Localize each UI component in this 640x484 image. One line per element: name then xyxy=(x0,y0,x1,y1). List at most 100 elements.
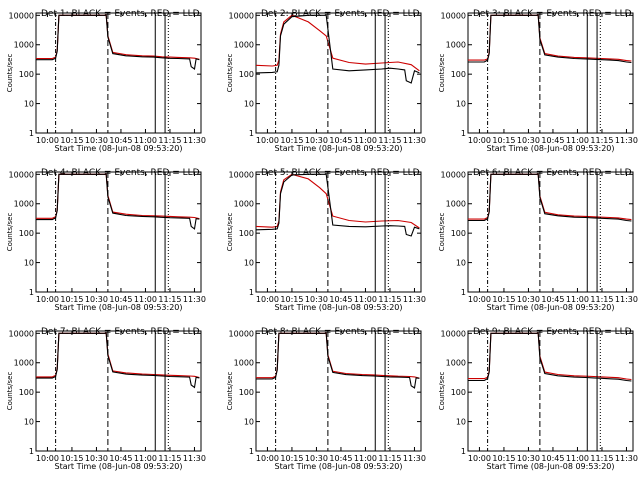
panel-title: Det 7: BLACK = Events, RED = LLD xyxy=(41,327,200,337)
x-tick-label: 10:45 xyxy=(329,295,352,304)
y-tick-label: 100 xyxy=(239,70,254,79)
x-tick-label: 11:30 xyxy=(183,295,206,304)
x-axis-label: Start Time (08-Jun-08 09:53:20) xyxy=(55,303,183,312)
y-tick-label: 10000 xyxy=(9,329,34,338)
detector-panel-5: Det 5: BLACK = Events, RED = LLD 1 10 100 10… xyxy=(226,168,426,312)
detector-panel-4: Det 4: BLACK = Events, RED = LLD 1 10 100 10… xyxy=(6,168,206,312)
y-tick-label: 1 xyxy=(29,129,34,138)
x-tick-label: 10:45 xyxy=(109,136,132,145)
y-tick-label: 1 xyxy=(461,129,466,138)
y-tick-label: 10000 xyxy=(441,329,466,338)
series-group xyxy=(468,173,632,222)
x-tick-label: 11:15 xyxy=(590,454,613,463)
x-tick-label: 10:45 xyxy=(541,295,564,304)
series-line-lld xyxy=(36,173,200,220)
x-tick-label: 11:15 xyxy=(158,454,181,463)
y-tick-label: 1000 xyxy=(14,200,34,209)
y-axis-label: Counts/sec xyxy=(6,213,14,252)
x-axis-label: Start Time (08-Jun-08 09:53:20) xyxy=(55,462,183,471)
y-tick-label: 10 xyxy=(244,418,254,427)
panel-title: Det 4: BLACK = Events, RED = LLD xyxy=(41,168,200,178)
x-tick-label: 11:30 xyxy=(615,136,638,145)
x-tick-label: 10:15 xyxy=(280,454,303,463)
y-axis-label: Counts/sec xyxy=(438,54,446,93)
x-axis-label: Start Time (08-Jun-08 09:53:20) xyxy=(487,144,615,153)
x-tick-label: 10:00 xyxy=(256,295,279,304)
x-tick-label: 11:30 xyxy=(615,454,638,463)
series-line-events xyxy=(468,14,632,64)
y-tick-label: 1000 xyxy=(446,41,466,50)
x-tick-label: 10:15 xyxy=(492,454,515,463)
x-tick-label: 10:15 xyxy=(492,295,515,304)
x-tick-label: 11:15 xyxy=(590,136,613,145)
plot-frame xyxy=(255,12,422,134)
x-tick-label: 10:45 xyxy=(329,454,352,463)
series-line-events xyxy=(256,14,420,84)
y-axis-label: Counts/sec xyxy=(226,54,234,93)
x-tick-label: 10:30 xyxy=(305,295,328,304)
y-tick-label: 100 xyxy=(239,388,254,397)
y-tick-label: 1 xyxy=(249,447,254,456)
x-tick-label: 11:30 xyxy=(183,136,206,145)
y-tick-label: 10000 xyxy=(9,170,34,179)
x-tick-label: 10:30 xyxy=(85,136,108,145)
y-tick-label: 100 xyxy=(451,229,466,238)
x-tick-label: 10:15 xyxy=(280,295,303,304)
x-tick-label: 11:00 xyxy=(354,454,377,463)
x-tick-label: 10:30 xyxy=(517,136,540,145)
x-tick-label: 10:00 xyxy=(468,136,491,145)
x-axis-label: Start Time (08-Jun-08 09:53:20) xyxy=(275,303,403,312)
x-tick-label: 10:15 xyxy=(60,136,83,145)
x-tick-label: 10:30 xyxy=(85,454,108,463)
y-tick-label: 10 xyxy=(244,259,254,268)
y-tick-label: 1 xyxy=(29,288,34,297)
series-line-events xyxy=(468,332,632,382)
y-tick-label: 10 xyxy=(456,100,466,109)
series-line-events xyxy=(256,173,420,237)
x-tick-label: 11:00 xyxy=(354,295,377,304)
x-tick-label: 10:00 xyxy=(36,136,59,145)
series-line-events xyxy=(36,332,200,389)
x-tick-label: 10:45 xyxy=(541,136,564,145)
x-axis-label: Start Time (08-Jun-08 09:53:20) xyxy=(487,462,615,471)
y-tick-label: 1000 xyxy=(14,359,34,368)
y-tick-label: 10 xyxy=(244,100,254,109)
y-tick-label: 1 xyxy=(249,288,254,297)
y-tick-label: 1 xyxy=(461,447,466,456)
panel-title: Det 9: BLACK = Events, RED = LLD xyxy=(473,327,632,337)
series-group xyxy=(256,14,420,84)
x-tick-label: 11:15 xyxy=(378,454,401,463)
series-line-events xyxy=(256,332,420,389)
x-tick-label: 11:00 xyxy=(566,454,589,463)
y-tick-label: 10000 xyxy=(229,329,254,338)
x-tick-label: 11:30 xyxy=(403,295,426,304)
plot-frame xyxy=(467,12,634,134)
y-tick-label: 10000 xyxy=(229,11,254,20)
x-tick-label: 11:15 xyxy=(378,136,401,145)
x-tick-label: 11:30 xyxy=(183,454,206,463)
x-tick-label: 11:00 xyxy=(566,136,589,145)
y-axis-label: Counts/sec xyxy=(438,372,446,411)
panel-title: Det 1: BLACK = Events, RED = LLD xyxy=(41,9,200,19)
panel-title: Det 2: BLACK = Events, RED = LLD xyxy=(261,9,420,19)
x-tick-label: 10:15 xyxy=(280,136,303,145)
y-tick-label: 1000 xyxy=(14,41,34,50)
y-tick-label: 10000 xyxy=(9,11,34,20)
y-tick-label: 10000 xyxy=(441,11,466,20)
y-tick-label: 10 xyxy=(24,259,34,268)
x-tick-label: 11:00 xyxy=(134,454,157,463)
detector-panel-9: Det 9: BLACK = Events, RED = LLD 1 10 100 10… xyxy=(438,327,638,471)
series-line-lld xyxy=(468,14,632,62)
panel-title: Det 5: BLACK = Events, RED = LLD xyxy=(261,168,420,178)
y-tick-label: 1000 xyxy=(446,359,466,368)
series-line-events xyxy=(36,14,200,70)
x-axis-label: Start Time (08-Jun-08 09:53:20) xyxy=(275,144,403,153)
panel-title: Det 8: BLACK = Events, RED = LLD xyxy=(261,327,420,337)
series-line-lld xyxy=(36,14,200,60)
series-line-lld xyxy=(256,332,420,379)
series-group xyxy=(256,173,420,237)
x-tick-label: 10:15 xyxy=(60,454,83,463)
x-axis-label: Start Time (08-Jun-08 09:53:20) xyxy=(55,144,183,153)
series-group xyxy=(36,14,200,70)
